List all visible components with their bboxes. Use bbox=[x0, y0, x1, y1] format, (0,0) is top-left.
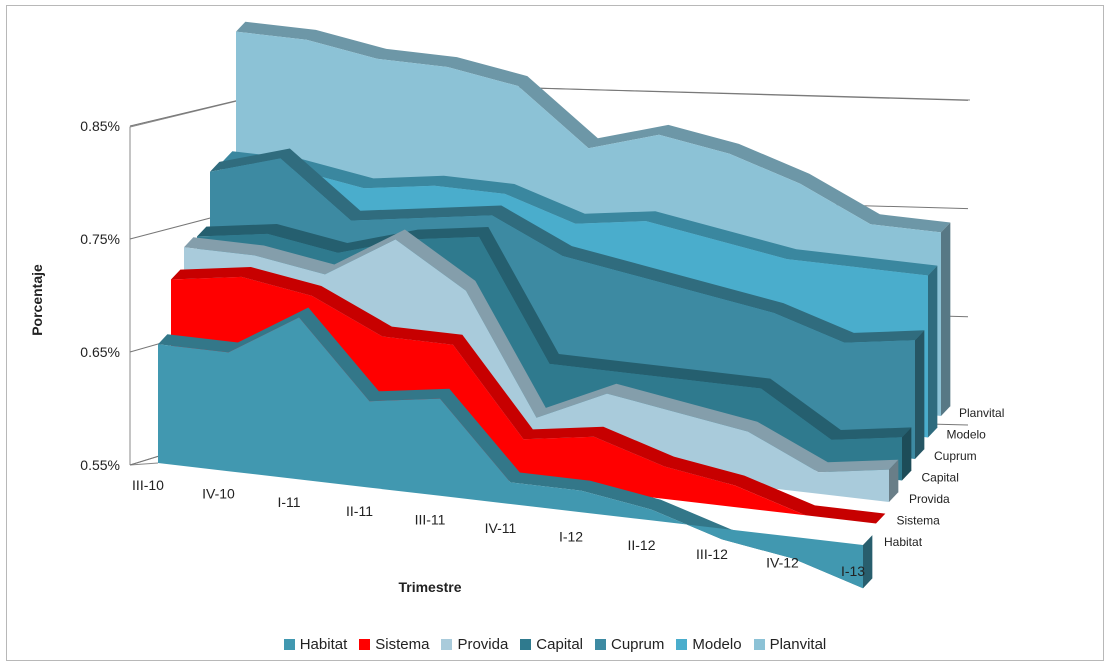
y-tick-label: 0.75% bbox=[80, 231, 120, 247]
ribbon-end-cuprum bbox=[915, 330, 925, 459]
series-ribbons bbox=[158, 21, 951, 589]
z-tick-label: Planvital bbox=[959, 406, 1004, 420]
y-tick-label: 0.65% bbox=[80, 344, 120, 360]
legend-swatch bbox=[753, 639, 765, 650]
z-tick-label: Provida bbox=[909, 492, 950, 506]
legend-label: Provida bbox=[457, 636, 509, 653]
ribbon-top-habitat bbox=[158, 307, 873, 589]
ribbon-top-cuprum bbox=[210, 148, 925, 343]
x-tick-label: IV-11 bbox=[485, 520, 517, 536]
z-tick-label: Sistema bbox=[897, 514, 941, 528]
ribbon-end-capital bbox=[902, 427, 912, 481]
ribbon-end-planvital bbox=[941, 222, 951, 416]
legend-swatch bbox=[520, 639, 532, 650]
legend-label: Planvital bbox=[769, 636, 827, 653]
z-tick-labels: Habitat Sistema Provida Capital Cuprum Modelo… bbox=[884, 406, 1004, 549]
z-tick-label: Capital bbox=[922, 471, 959, 485]
legend-swatch bbox=[359, 639, 371, 650]
y-tick-label: 0.55% bbox=[80, 457, 120, 473]
legend-swatch bbox=[441, 639, 453, 650]
legend-swatch bbox=[676, 639, 688, 650]
legend-label: Cuprum bbox=[611, 636, 665, 653]
x-tick-label: III-11 bbox=[415, 511, 446, 527]
legend-item-provida: Provida bbox=[441, 636, 508, 653]
x-tick-label: I-11 bbox=[277, 494, 300, 510]
y-tick-labels: 0.55% 0.65% 0.75% 0.85% bbox=[80, 118, 120, 473]
x-tick-label: II-11 bbox=[346, 503, 373, 519]
legend-item-cuprum: Cuprum bbox=[595, 636, 664, 653]
ribbon-end-modelo bbox=[928, 265, 938, 438]
x-tick-label: IV-12 bbox=[766, 554, 799, 570]
y-axis-title: Porcentaje bbox=[29, 264, 45, 336]
legend-swatch bbox=[283, 639, 295, 650]
legend-item-modelo: Modelo bbox=[676, 636, 742, 653]
x-tick-label: II-12 bbox=[627, 537, 655, 553]
legend-item-sistema: Sistema bbox=[359, 636, 429, 653]
z-tick-label: Habitat bbox=[884, 535, 923, 549]
z-tick-label: Cuprum bbox=[934, 449, 977, 463]
x-axis-title: Trimestre bbox=[398, 579, 461, 595]
x-tick-label: III-12 bbox=[696, 546, 728, 562]
z-tick-label: Modelo bbox=[947, 428, 987, 442]
ribbon-top-modelo bbox=[223, 151, 938, 276]
legend-swatch bbox=[595, 639, 606, 650]
legend-label: Sistema bbox=[375, 636, 430, 653]
legend-label: Capital bbox=[536, 636, 583, 653]
x-tick-label: I-13 bbox=[841, 563, 865, 579]
legend: Habitat Sistema Provida Capital Cuprum Modelo… bbox=[0, 636, 1110, 653]
ribbon-end-habitat bbox=[863, 535, 873, 589]
legend-item-planvital: Planvital bbox=[753, 636, 827, 653]
x-tick-label: I-12 bbox=[559, 529, 583, 545]
ribbon-end-provida bbox=[889, 459, 899, 502]
legend-item-habitat: Habitat bbox=[283, 636, 348, 653]
y-tick-label: 0.85% bbox=[80, 118, 120, 134]
x-tick-label: IV-10 bbox=[202, 486, 235, 502]
legend-label: Habitat bbox=[299, 636, 348, 653]
legend-label: Modelo bbox=[692, 636, 742, 653]
series-habitat bbox=[158, 307, 873, 589]
x-tick-labels: III-10 IV-10 I-11 II-11 III-11 IV-11 I-12 II-12… bbox=[132, 477, 865, 579]
legend-item-capital: Capital bbox=[520, 636, 583, 653]
x-tick-label: III-10 bbox=[132, 477, 164, 493]
ribbon-top-provida bbox=[184, 229, 899, 473]
ribbon-face-habitat bbox=[158, 317, 863, 589]
